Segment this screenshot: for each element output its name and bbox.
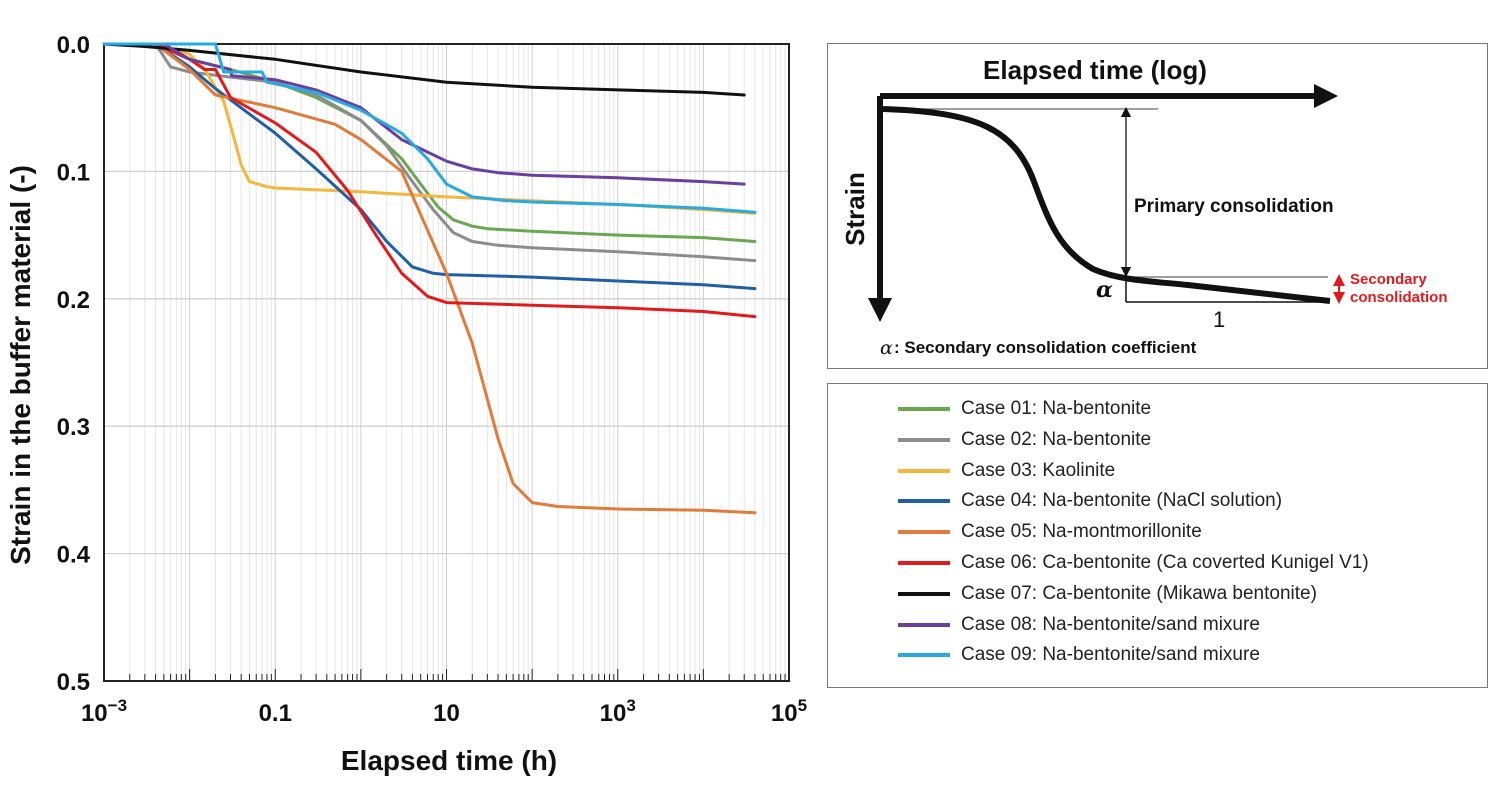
series-line-case-4 <box>102 42 757 291</box>
y-tick-label: 0.5 <box>57 669 90 696</box>
x-tick-label: 0.1 <box>259 700 292 727</box>
legend-label: Case 09: Na-bentonite/sand mixure <box>961 644 1260 665</box>
x-tick-labels: 10−3 0.1 10 103 105 <box>81 696 807 727</box>
series-layer <box>102 42 757 515</box>
schematic-x-arrowhead <box>1314 84 1338 108</box>
x-tick-label: 103 <box>600 696 636 727</box>
y-tick-labels: 0.0 0.1 0.2 0.3 0.4 0.5 <box>57 32 91 696</box>
schematic-secondary-label-1: Secondary <box>1350 271 1427 288</box>
legend-item: Case 09: Na-bentonite/sand mixure <box>898 641 1260 669</box>
y-axis-title: Strain in the buffer material (-) <box>5 165 36 565</box>
legend-swatch <box>898 407 950 411</box>
y-tick-label: 0.4 <box>57 542 91 569</box>
series-line-case-5 <box>102 42 757 515</box>
schematic-y-axis-title: Strain <box>840 172 870 246</box>
schematic-secondary-label-2: consolidation <box>1350 289 1448 306</box>
series-line-case-8 <box>102 42 746 186</box>
x-tick-label: 10−3 <box>81 696 127 727</box>
legend-swatch <box>898 438 950 442</box>
y-tick-label: 0.3 <box>57 414 90 441</box>
legend-swatch <box>898 623 950 627</box>
legend-swatch <box>898 653 950 657</box>
legend-item: Case 05: Na-montmorillonite <box>898 518 1202 546</box>
schematic-consolidation-curve <box>882 106 1331 304</box>
legend-item: Case 06: Ca-bentonite (Ca coverted Kunig… <box>898 549 1369 577</box>
series-line-case-9 <box>102 42 757 214</box>
x-minor-ticks <box>103 669 786 681</box>
legend-label: Case 03: Kaolinite <box>961 460 1116 481</box>
legend-item: Case 07: Ca-bentonite (Mikawa bentonite) <box>898 580 1317 608</box>
legend-swatch <box>898 530 950 534</box>
series-line-case-3 <box>102 42 757 215</box>
strain-chart: 0.0 0.1 0.2 0.3 0.4 0.5 10−3 0.1 10 103 105 Elaps… <box>5 32 807 776</box>
schematic-primary-label: Primary consolidation <box>1134 196 1334 217</box>
x-tick-label: 105 <box>771 696 807 727</box>
legend-swatch <box>898 499 950 503</box>
y-tick-label: 0.0 <box>57 32 90 59</box>
y-tick-label: 0.1 <box>57 159 90 186</box>
legend-label: Case 05: Na-montmorillonite <box>961 521 1202 542</box>
legend-label: Case 01: Na-bentonite <box>961 398 1152 419</box>
legend-item: Case 01: Na-bentonite <box>898 395 1151 423</box>
legend-label: Case 07: Ca-bentonite (Mikawa bentonite) <box>961 583 1317 604</box>
schematic-alpha-label: α <box>1096 277 1113 303</box>
legend-swatch <box>898 592 950 596</box>
legend-label: Case 04: Na-bentonite (NaCl solution) <box>961 490 1283 511</box>
legend-label: Case 06: Ca-bentonite (Ca coverted Kunig… <box>961 552 1369 573</box>
legend-swatch <box>898 469 950 473</box>
schematic-panel: Elapsed time (log) Strain Primary consol… <box>827 43 1488 369</box>
series-line-case-2 <box>102 42 757 263</box>
series-line-case-7 <box>102 42 746 97</box>
legend-item: Case 03: Kaolinite <box>898 457 1115 485</box>
legend-label: Case 08: Na-bentonite/sand mixure <box>961 614 1260 635</box>
schematic-slope-run-label: 1 <box>1213 307 1225 332</box>
legend-label: Case 02: Na-bentonite <box>961 429 1152 450</box>
legend-item: Case 02: Na-bentonite <box>898 426 1151 454</box>
series-line-case-6 <box>102 42 757 319</box>
schematic-y-arrowhead <box>868 298 892 322</box>
x-axis-title: Elapsed time (h) <box>341 745 557 776</box>
legend-item: Case 08: Na-bentonite/sand mixure <box>898 611 1260 639</box>
chart-grid <box>103 44 789 681</box>
schematic-caption-symbol: α <box>880 337 893 359</box>
legend-item: Case 04: Na-bentonite (NaCl solution) <box>898 487 1282 515</box>
legend-swatch <box>898 561 950 565</box>
schematic-x-axis-title: Elapsed time (log) <box>983 55 1207 85</box>
legend-panel: Case 01: Na-bentonite Case 02: Na-benton… <box>827 383 1488 688</box>
x-tick-label: 10 <box>433 700 460 727</box>
y-tick-label: 0.2 <box>57 287 90 314</box>
schematic-caption-text: : Secondary consolidation coefficient <box>894 338 1197 357</box>
